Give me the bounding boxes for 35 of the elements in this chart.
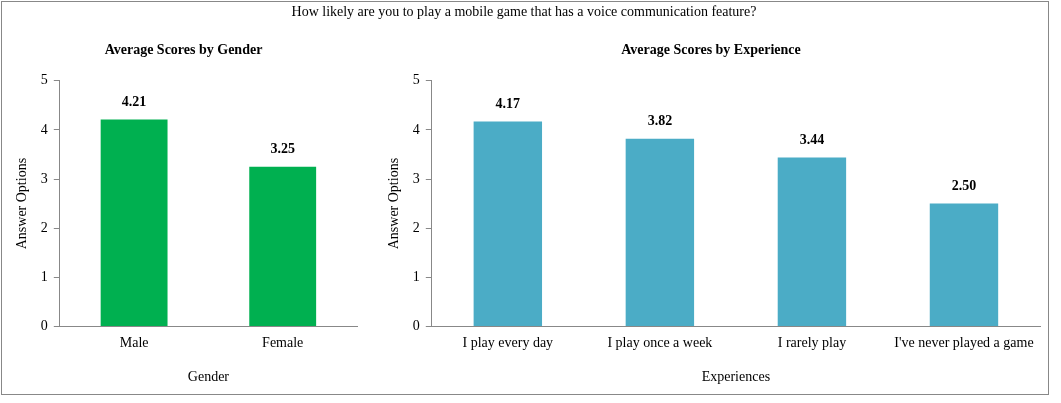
- y-axis-title: Answer Options: [386, 157, 402, 250]
- x-axis-title: Gender: [187, 369, 230, 385]
- data-label: 3.44: [799, 132, 825, 148]
- x-tick-label: Female: [262, 335, 304, 351]
- chart-title: Average Scores by Gender: [104, 42, 263, 58]
- y-tick-label: 2: [412, 219, 420, 235]
- data-label: 3.82: [647, 113, 673, 129]
- y-tick-label: 3: [412, 170, 420, 186]
- y-tick-label: 3: [40, 170, 48, 186]
- x-tick-label: Male: [119, 335, 149, 351]
- x-axis-title: Experiences: [701, 369, 771, 385]
- bar: [625, 138, 695, 326]
- y-tick-label: 1: [40, 268, 48, 284]
- x-tick-label: I play every day: [462, 335, 554, 351]
- y-tick-label: 5: [40, 72, 48, 88]
- bar: [473, 121, 543, 326]
- y-tick-label: 0: [412, 318, 420, 334]
- chart-title: Average Scores by Experience: [621, 42, 801, 58]
- bar: [929, 203, 999, 326]
- data-label: 3.25: [270, 141, 295, 157]
- y-tick-label: 0: [40, 318, 48, 334]
- y-tick-label: 1: [412, 268, 420, 284]
- x-tick-label: I play once a week: [607, 335, 713, 351]
- y-tick-label: 4: [412, 121, 420, 137]
- data-label: 2.50: [951, 178, 977, 194]
- bar: [777, 157, 847, 326]
- y-tick-label: 2: [40, 219, 48, 235]
- text: How likely are you to play a mobile game that has a voice communication feature?: [290, 4, 758, 20]
- data-label: 4.17: [495, 96, 521, 112]
- x-tick-label: I rarely play: [777, 335, 847, 351]
- y-tick-label: 4: [40, 121, 48, 137]
- y-tick-label: 5: [412, 72, 420, 88]
- x-tick-label: I've never played a game: [894, 335, 1034, 351]
- y-axis-title: Answer Options: [14, 157, 30, 250]
- data-label: 4.21: [121, 94, 147, 110]
